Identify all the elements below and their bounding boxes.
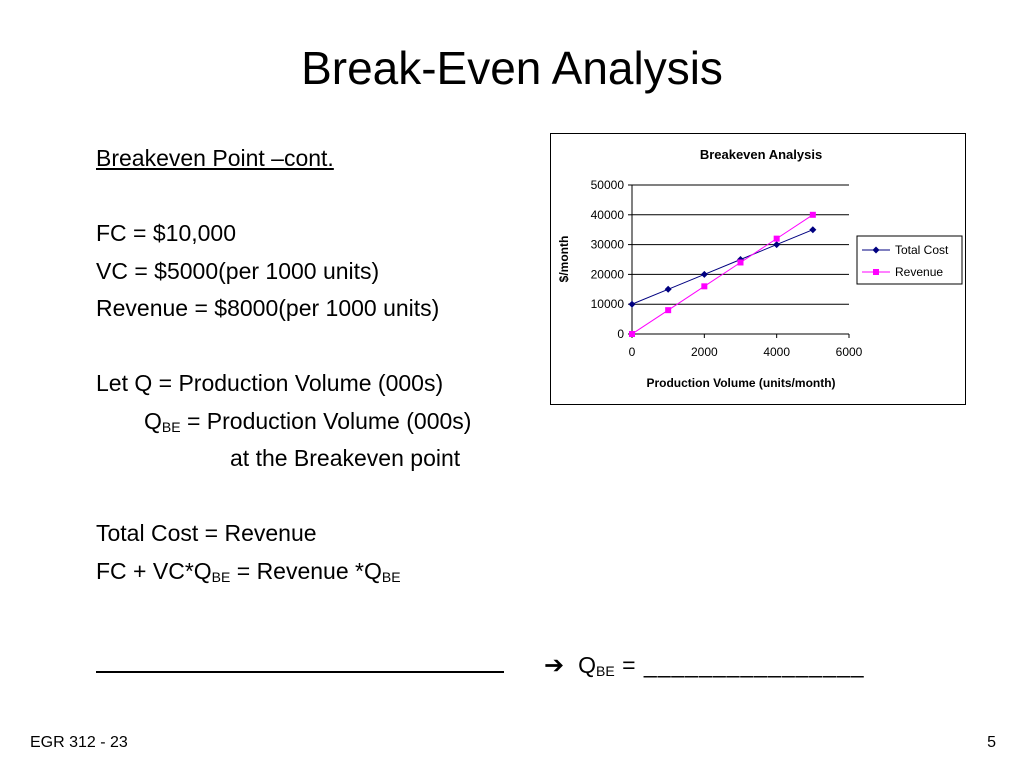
chart-title: Breakeven Analysis <box>700 147 822 162</box>
slide-body: Breakeven Point –cont. FC = $10,000 VC =… <box>96 140 566 590</box>
slide-number: 5 <box>987 734 996 751</box>
plot-area: 0 10000 20000 30000 40000 50000 0 2000 4000 6000 <box>591 178 863 359</box>
chart-y-axis-label: $/month <box>557 236 571 283</box>
x-tick-label: 2000 <box>691 345 718 359</box>
revenue-point <box>665 307 672 314</box>
y-tick-label: 0 <box>617 327 624 341</box>
legend-box <box>856 235 963 285</box>
total-cost-line <box>631 229 814 305</box>
qbe-symbol: Q <box>144 407 162 434</box>
x-tick-label: 4000 <box>763 345 790 359</box>
y-tick-label: 40000 <box>591 208 625 222</box>
spacer <box>96 178 566 216</box>
y-tick-label: 10000 <box>591 297 625 311</box>
answer-row: ➔ QBE = ________________ <box>96 645 865 683</box>
revenue-point <box>701 283 708 290</box>
x-tick-label: 6000 <box>836 345 863 359</box>
total-cost-point <box>664 285 672 293</box>
equation-1: Total Cost = Revenue <box>96 520 317 546</box>
x-tick-label: 0 <box>629 345 636 359</box>
answer-q-symbol: Q <box>578 652 596 678</box>
variable-cost-line: VC = $5000(per 1000 units) <box>96 257 380 284</box>
spacer <box>96 478 566 516</box>
total-cost-point <box>809 226 817 234</box>
total-cost-point <box>700 270 708 278</box>
let-q-line: Let Q = Production Volume (000s) <box>96 370 444 396</box>
revenue-point <box>773 235 780 242</box>
revenue-line <box>631 214 814 335</box>
equation-2: FC + VC*QBE = Revenue *QBE <box>96 553 566 591</box>
breakeven-chart: Breakeven Analysis Production Volume (un… <box>550 133 966 405</box>
arrow-right-icon: ➔ <box>544 652 565 679</box>
revenue-point <box>629 331 635 337</box>
equation-2-sub2: BE <box>381 568 401 585</box>
qbe-definition-cont: at the Breakeven point <box>230 445 461 471</box>
chart-x-axis-label: Production Volume (units/month) <box>646 376 835 390</box>
answer-blank-line <box>96 645 504 673</box>
course-label: EGR 312 - 23 <box>30 734 128 751</box>
revenue-point <box>809 211 816 218</box>
chart-canvas: Breakeven Analysis Production Volume (un… <box>557 147 963 390</box>
y-tick-label: 50000 <box>591 178 625 192</box>
qbe-subscript: BE <box>161 418 181 435</box>
total-cost-point <box>628 300 636 308</box>
equation-2-left: FC + VC*Q <box>96 557 212 584</box>
fixed-cost-line: FC = $10,000 <box>96 220 237 246</box>
slide-title: Break-Even Analysis <box>301 42 723 94</box>
legend-revenue-marker <box>873 269 879 275</box>
equation-2-right: = Revenue *Q <box>230 557 382 584</box>
qbe-definition-line: QBE = Production Volume (000s) <box>96 403 566 441</box>
chart-legend: Total Cost Revenue <box>856 235 963 285</box>
equation-2-sub1: BE <box>211 568 231 585</box>
y-tick-label: 30000 <box>591 238 625 252</box>
qbe-definition: = Production Volume (000s) <box>180 407 472 434</box>
answer-blank: = ________________ <box>614 652 865 678</box>
legend-revenue-label: Revenue <box>895 265 943 279</box>
total-cost-point <box>773 241 781 249</box>
answer-q-subscript: BE <box>596 663 615 679</box>
revenue-line: Revenue = $8000(per 1000 units) <box>96 295 440 321</box>
legend-total-cost-label: Total Cost <box>895 243 949 257</box>
revenue-point <box>737 259 744 266</box>
subheading: Breakeven Point –cont. <box>96 145 334 171</box>
spacer <box>96 328 566 366</box>
y-tick-label: 20000 <box>591 267 625 281</box>
legend-total-cost-marker <box>872 246 880 254</box>
